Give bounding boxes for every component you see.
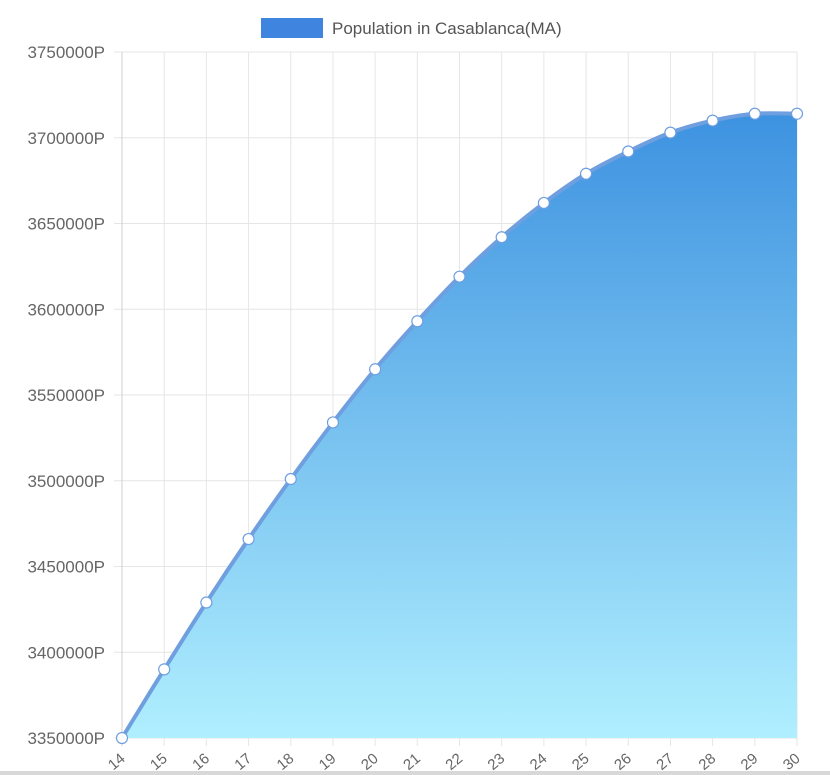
data-point[interactable] <box>664 126 677 139</box>
y-tick-label: 3650000P <box>27 215 105 234</box>
data-point[interactable] <box>411 315 424 328</box>
y-tick-label: 3600000P <box>27 300 105 319</box>
area-fill <box>122 113 797 739</box>
legend-swatch[interactable] <box>261 18 323 38</box>
data-point[interactable] <box>790 107 804 120</box>
data-point[interactable] <box>115 731 129 745</box>
data-point[interactable] <box>326 416 340 429</box>
plot-area <box>120 111 798 740</box>
series-line <box>120 111 798 740</box>
y-tick-label: 3700000P <box>27 129 105 148</box>
data-point[interactable] <box>369 363 382 376</box>
y-tick-label: 3750000P <box>27 43 105 62</box>
data-point[interactable] <box>158 663 171 676</box>
data-point[interactable] <box>748 107 761 120</box>
data-point[interactable] <box>706 114 719 127</box>
legend-label[interactable]: Population in Casablanca(MA) <box>332 19 562 38</box>
data-point[interactable] <box>453 270 466 283</box>
data-points <box>115 107 804 745</box>
y-tick-label: 3450000P <box>27 558 105 577</box>
data-point[interactable] <box>284 472 297 486</box>
data-point[interactable] <box>622 145 635 158</box>
data-point[interactable] <box>200 596 213 609</box>
legend[interactable]: Population in Casablanca(MA) <box>261 18 562 38</box>
bottom-divider <box>0 771 830 775</box>
y-tick-label: 3500000P <box>27 472 105 491</box>
data-point[interactable] <box>242 532 255 546</box>
y-tick-label: 3550000P <box>27 386 105 405</box>
y-tick-label: 3400000P <box>27 643 105 662</box>
data-point[interactable] <box>537 196 550 210</box>
y-axis-ticks: 3350000P 3400000P 3450000P 3500000P 3550000P… <box>27 43 105 748</box>
data-point[interactable] <box>495 231 508 244</box>
y-tick-label: 3350000P <box>27 729 105 748</box>
data-point[interactable] <box>579 167 593 180</box>
